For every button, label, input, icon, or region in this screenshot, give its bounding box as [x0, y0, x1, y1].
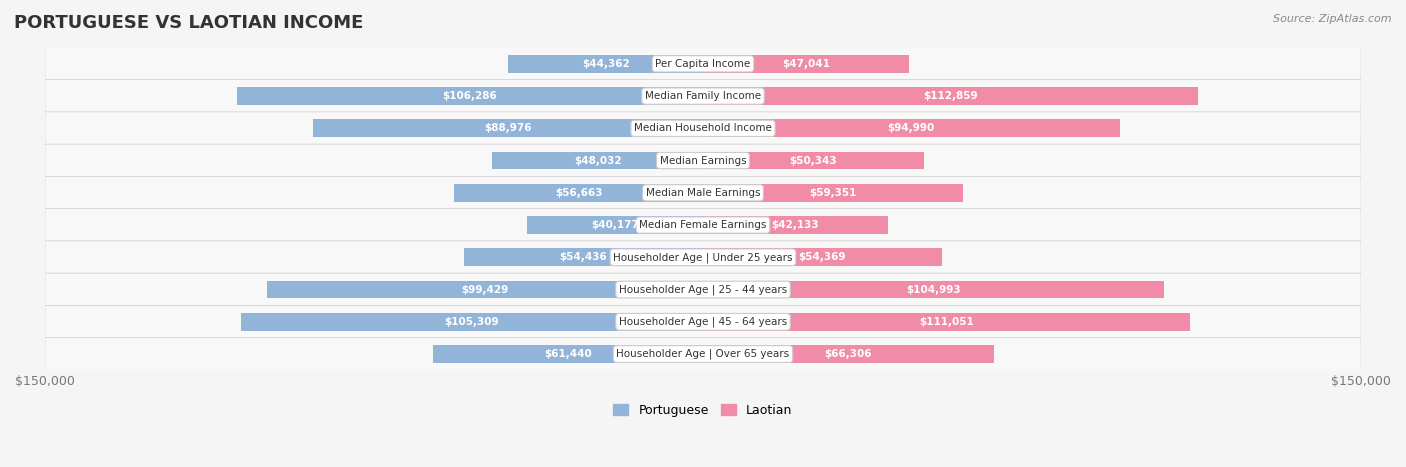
Text: $104,993: $104,993	[905, 284, 960, 295]
Text: $111,051: $111,051	[920, 317, 974, 327]
Bar	[703, 216, 887, 234]
Text: $54,436: $54,436	[560, 252, 607, 262]
Bar	[492, 152, 703, 170]
Text: $112,859: $112,859	[924, 91, 979, 101]
FancyBboxPatch shape	[45, 209, 1361, 241]
Bar	[703, 55, 910, 73]
Text: $88,976: $88,976	[484, 123, 531, 133]
Text: $106,286: $106,286	[443, 91, 498, 101]
FancyBboxPatch shape	[45, 273, 1361, 306]
Text: $99,429: $99,429	[461, 284, 509, 295]
Bar	[236, 87, 703, 105]
Text: Median Female Earnings: Median Female Earnings	[640, 220, 766, 230]
FancyBboxPatch shape	[45, 241, 1361, 274]
Text: Median Household Income: Median Household Income	[634, 123, 772, 133]
Bar	[703, 87, 1198, 105]
Text: Per Capita Income: Per Capita Income	[655, 59, 751, 69]
Text: Median Earnings: Median Earnings	[659, 156, 747, 166]
Bar	[267, 281, 703, 298]
Text: $47,041: $47,041	[782, 59, 830, 69]
Text: $105,309: $105,309	[444, 317, 499, 327]
Bar	[703, 152, 924, 170]
Bar	[433, 345, 703, 363]
Bar	[240, 313, 703, 331]
FancyBboxPatch shape	[45, 305, 1361, 338]
Text: $44,362: $44,362	[582, 59, 630, 69]
FancyBboxPatch shape	[45, 112, 1361, 145]
FancyBboxPatch shape	[45, 338, 1361, 370]
Bar	[509, 55, 703, 73]
Bar	[703, 281, 1164, 298]
Bar	[312, 120, 703, 137]
Text: Householder Age | Under 25 years: Householder Age | Under 25 years	[613, 252, 793, 262]
Bar	[703, 184, 963, 202]
Bar	[703, 120, 1119, 137]
Bar	[464, 248, 703, 266]
Text: $40,177: $40,177	[591, 220, 638, 230]
Bar	[703, 345, 994, 363]
FancyBboxPatch shape	[45, 177, 1361, 209]
Text: $56,663: $56,663	[555, 188, 602, 198]
Text: Householder Age | 25 - 44 years: Householder Age | 25 - 44 years	[619, 284, 787, 295]
Bar	[703, 313, 1191, 331]
Text: $61,440: $61,440	[544, 349, 592, 359]
Text: $48,032: $48,032	[574, 156, 621, 166]
Text: $66,306: $66,306	[825, 349, 872, 359]
Text: PORTUGUESE VS LAOTIAN INCOME: PORTUGUESE VS LAOTIAN INCOME	[14, 14, 363, 32]
Text: Source: ZipAtlas.com: Source: ZipAtlas.com	[1274, 14, 1392, 24]
Legend: Portuguese, Laotian: Portuguese, Laotian	[609, 399, 797, 422]
Text: Median Family Income: Median Family Income	[645, 91, 761, 101]
Text: $42,133: $42,133	[772, 220, 820, 230]
Text: Householder Age | Over 65 years: Householder Age | Over 65 years	[616, 349, 790, 359]
Bar	[527, 216, 703, 234]
Text: $59,351: $59,351	[810, 188, 856, 198]
Text: Median Male Earnings: Median Male Earnings	[645, 188, 761, 198]
Bar	[454, 184, 703, 202]
FancyBboxPatch shape	[45, 79, 1361, 113]
Text: $94,990: $94,990	[887, 123, 935, 133]
Text: $54,369: $54,369	[799, 252, 846, 262]
Text: $50,343: $50,343	[790, 156, 837, 166]
Bar	[703, 248, 942, 266]
Text: Householder Age | 45 - 64 years: Householder Age | 45 - 64 years	[619, 317, 787, 327]
FancyBboxPatch shape	[45, 47, 1361, 80]
FancyBboxPatch shape	[45, 144, 1361, 177]
